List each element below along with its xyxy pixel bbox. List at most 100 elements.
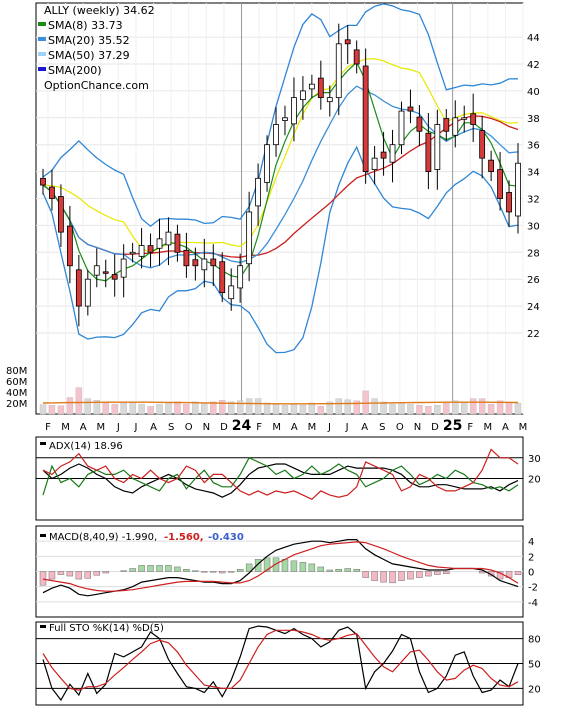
macd-histogram-bar [344,568,351,572]
x-tick-label: J [116,422,120,433]
macd-histogram-bar [299,562,307,572]
x-tick-label: A [502,422,509,433]
candle-body [174,233,181,253]
candle-body [273,124,279,146]
panel-tick-label: -2 [528,583,538,594]
bollinger-upper [42,3,519,228]
x-tick-label: A [150,422,157,433]
candle-body [282,117,288,121]
panel-tick-label: 0 [528,568,534,579]
macd-histogram-bar [57,571,65,575]
x-tick-label: M [483,422,492,433]
panel-tick-label: 4 [528,537,534,548]
candle-body [210,258,217,267]
volume-bar [380,401,387,415]
x-tick-label: 25 [443,418,462,434]
macd-histogram-bar [263,557,271,572]
macd-histogram-bar [398,571,405,581]
candle-body [407,106,414,112]
macd-histogram-bar [66,571,74,577]
macd-histogram-bar [245,563,253,572]
macd-histogram-bar [120,570,127,572]
macd-histogram-bar [210,571,217,573]
x-axis-labels: F M A M J J A S O N D 24 F M A M J J A S O N D 25 F M A M [45,418,527,434]
x-tick-label: J [327,422,331,433]
candle-body [120,258,127,278]
volume-bar [165,402,172,415]
volume-bar [371,398,378,415]
candle-body [138,245,145,257]
legend-sma20: SMA(20) 35.52 [48,34,130,47]
panel-tick-label: 20 [528,684,541,695]
volume-bar [120,402,127,415]
macd-histogram-bar [335,569,342,572]
macd-histogram-bar [317,566,325,572]
volume-bar [487,403,495,415]
volume-tick-label: 80M [6,366,27,377]
volume-bar [416,405,423,415]
volume-bar [174,401,181,415]
candle-body [506,192,512,213]
candle-body [479,130,486,159]
price-tick-label: 36 [527,141,540,152]
indicator-line [42,541,519,592]
candle-body [93,265,100,276]
candle-body [515,162,521,217]
volume-bar [290,403,298,415]
legend-swatch-sma8 [38,22,46,26]
macd-histogram-bar [407,571,414,580]
legend-sma50: SMA(50) 37.29 [48,49,130,62]
macd-histogram-bar [434,571,441,575]
volume-bar [425,406,432,415]
macd-histogram-bar [425,571,432,577]
candle-body [192,259,199,267]
x-tick-label: M [61,422,70,433]
volume-bar [156,403,163,415]
volume-bar [263,402,271,415]
candle-body [488,159,495,172]
volume-bar [496,400,504,415]
adx-panel: 20 30 ADX(14) 18.96 [35,436,541,521]
volume-bar [147,406,154,415]
price-tick-label: 28 [527,248,540,259]
macd-histogram-bar [236,569,244,572]
volume-bar [281,405,289,415]
macd-signal-value: -1.560, [164,532,204,543]
x-tick-label: M [96,422,105,433]
macd-histogram-bar [129,568,136,572]
volume-bar [228,401,235,415]
volume-bar [210,401,217,415]
stochastic-title: Full STO %K(14) %D(5) [49,623,164,634]
envelope-line [42,58,519,254]
candle-body [434,124,441,170]
volume-bar [48,405,56,415]
candle-body [246,211,253,265]
x-tick-label: M [308,422,317,433]
volume-bar [452,400,459,415]
candle-body [300,90,306,101]
macd-histogram-bar [281,559,289,572]
volume-bar [192,401,199,415]
volume-bar [434,405,441,415]
candle-body [228,285,235,300]
x-tick-label: D [220,422,228,433]
indicator-line [42,463,519,498]
indicator-line [42,448,519,501]
price-tick-label: 26 [527,275,540,286]
price-tick-label: 38 [527,114,540,125]
volume-tick-label: 60M [6,377,27,388]
x-tick-label: J [345,422,349,433]
x-tick-label: D [431,422,439,433]
macd-histogram-bar [443,571,450,574]
macd-panel: -4 -2 0 2 4 MACD(8,40,9) -1.990, -1.560, -0.… [35,525,538,618]
macd-histogram-bar [84,571,92,579]
macd-histogram-bar [147,565,154,572]
candle-body [353,49,360,65]
indicator-line [42,538,519,597]
candle-body [416,116,423,132]
volume-bar [461,401,468,415]
candle-body [147,245,154,253]
volume-bar [129,401,136,415]
macd-histogram-bar [389,571,396,584]
candle-body [317,77,324,99]
